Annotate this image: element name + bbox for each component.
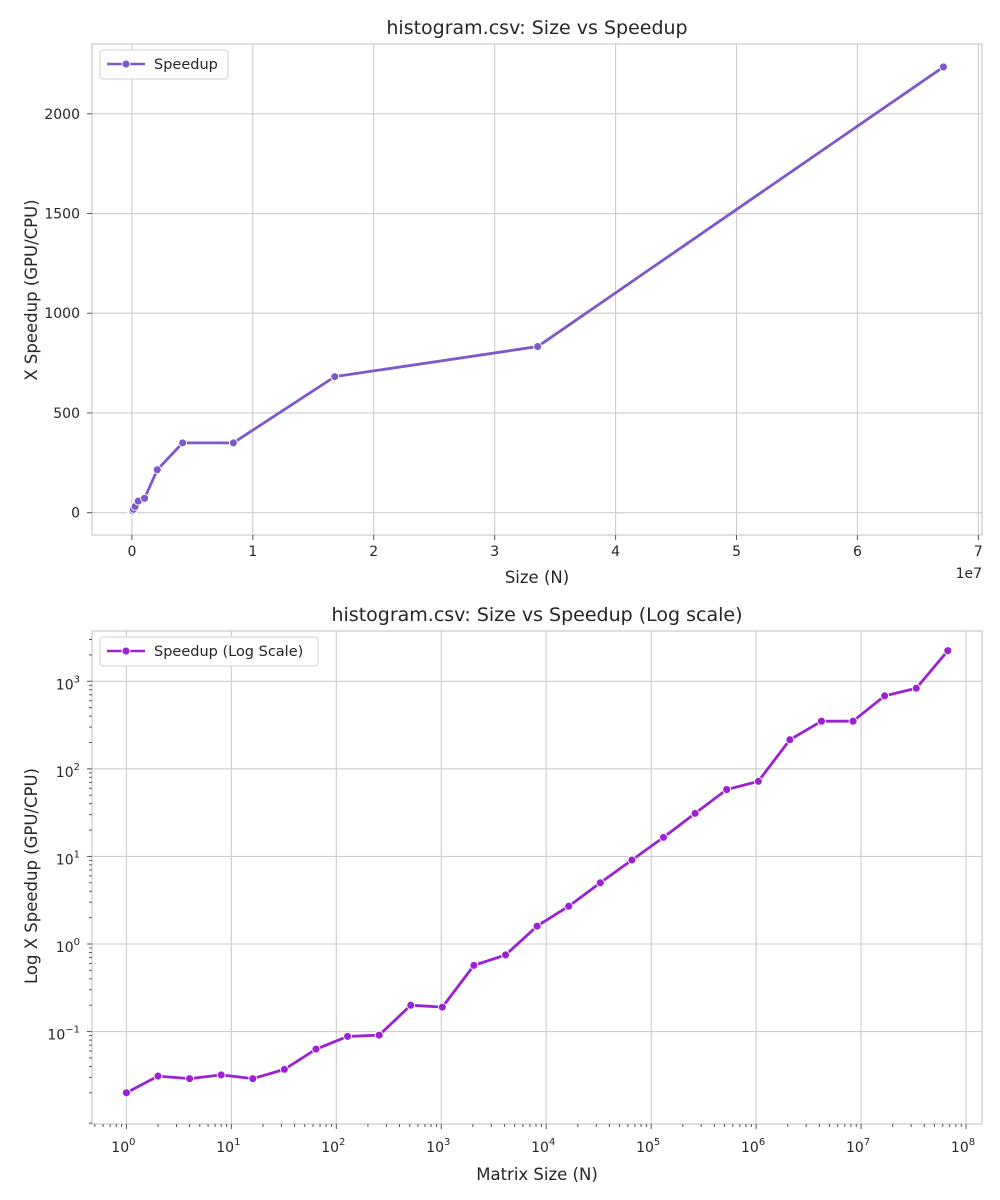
log-data-point — [501, 950, 510, 960]
log-data-point — [880, 691, 890, 701]
log-data-point — [311, 1044, 321, 1054]
log-data-point — [437, 1002, 447, 1012]
linear-chart-title: histogram.csv: Size vs Speedup — [386, 17, 687, 39]
linear-y-tick-label: 1500 — [44, 207, 80, 223]
linear-legend-marker — [121, 59, 131, 69]
log-data-point — [153, 1071, 163, 1081]
log-x-axis-label: Matrix Size (N) — [476, 1165, 598, 1184]
log-plot-frame — [91, 630, 983, 1125]
linear-data-point — [533, 342, 543, 351]
linear-y-tick-label: 2000 — [44, 107, 80, 123]
linear-data-point — [178, 438, 188, 448]
chart-linear: 0 1 2 3 4 5 6 7 0 500 1000 1500 2000 histogram.csv:… — [22, 17, 983, 587]
log-legend: Speedup (Log Scale) — [99, 636, 319, 667]
linear-data-point — [228, 438, 238, 448]
log-data-point — [121, 1088, 131, 1098]
linear-y-tick-label: 0 — [71, 506, 80, 522]
log-data-point — [248, 1074, 258, 1084]
log-data-point — [659, 832, 668, 842]
linear-y-ticks: 0 500 1000 1500 2000 — [44, 107, 92, 522]
log-legend-marker — [121, 646, 131, 656]
log-data-point — [785, 735, 795, 745]
linear-x-tick-label: 2 — [369, 544, 378, 560]
log-y-tick-label: 100 — [56, 937, 80, 956]
log-data-point — [343, 1031, 353, 1041]
linear-data-point — [140, 493, 150, 503]
log-data-point — [216, 1070, 226, 1080]
log-data-point — [532, 921, 542, 931]
log-series — [121, 646, 953, 1098]
log-data-point — [564, 901, 574, 911]
log-y-tick-label: 101 — [56, 849, 80, 868]
log-x-tick-label: 106 — [741, 1137, 765, 1156]
linear-plot-frame — [91, 43, 983, 536]
linear-data-point — [330, 372, 340, 382]
log-x-tick-label: 102 — [321, 1137, 345, 1156]
linear-legend-label: Speedup — [154, 57, 218, 73]
linear-data-point — [152, 465, 162, 475]
log-data-point — [469, 960, 479, 970]
log-legend-box — [99, 636, 319, 667]
linear-x-tick-label: 6 — [853, 544, 862, 560]
log-data-point — [943, 646, 953, 656]
log-x-tick-label: 101 — [216, 1137, 240, 1156]
log-x-tick-label: 107 — [846, 1137, 870, 1156]
log-y-ticks: 10−1 100 101 102 103 — [47, 638, 92, 1124]
log-legend-label: Speedup (Log Scale) — [154, 644, 303, 660]
log-y-tick-label: 103 — [56, 674, 80, 693]
linear-x-tick-label: 3 — [490, 544, 499, 560]
log-x-ticks: 100 101 102 103 104 105 106 107 108 — [94, 1124, 975, 1156]
linear-y-tick-label: 500 — [53, 406, 80, 422]
linear-x-offset-label: 1e7 — [956, 566, 982, 582]
linear-legend: Speedup — [99, 49, 229, 80]
linear-x-tick-label: 7 — [974, 544, 983, 560]
log-y-tick-label: 10−1 — [47, 1025, 80, 1044]
log-data-point — [911, 683, 921, 693]
log-x-tick-label: 103 — [426, 1137, 450, 1156]
log-data-point — [848, 716, 858, 726]
log-grid — [92, 631, 982, 1124]
log-data-point — [627, 855, 637, 865]
linear-data-point — [938, 62, 948, 72]
linear-x-tick-label: 0 — [127, 544, 136, 560]
log-data-point — [406, 1000, 416, 1010]
log-x-tick-label: 105 — [636, 1137, 660, 1156]
log-data-point — [722, 785, 732, 795]
log-data-point — [595, 878, 605, 888]
log-data-point — [753, 776, 763, 786]
linear-legend-box — [99, 49, 229, 80]
linear-grid — [92, 44, 982, 535]
log-data-point — [374, 1030, 384, 1040]
log-x-tick-label: 108 — [951, 1137, 975, 1156]
log-x-tick-label: 100 — [111, 1137, 135, 1156]
chart-log: 100 101 102 103 104 105 106 107 108 10−110010110… — [22, 604, 983, 1184]
log-data-point — [817, 716, 826, 726]
linear-y-tick-label: 1000 — [44, 306, 80, 322]
log-data-point — [185, 1074, 195, 1084]
linear-series — [127, 62, 948, 518]
log-y-tick-label: 102 — [56, 762, 80, 781]
linear-x-tick-label: 4 — [611, 544, 620, 560]
log-data-point — [279, 1064, 289, 1074]
linear-x-axis-label: Size (N) — [505, 568, 569, 587]
linear-x-tick-label: 5 — [732, 544, 741, 560]
linear-y-axis-label: X Speedup (GPU/CPU) — [22, 199, 41, 380]
log-y-axis-label: Log X Speedup (GPU/CPU) — [22, 768, 41, 984]
log-x-tick-label: 104 — [531, 1137, 555, 1156]
linear-x-tick-label: 1 — [248, 544, 257, 560]
linear-x-ticks: 0 1 2 3 4 5 6 7 — [127, 535, 983, 560]
log-chart-title: histogram.csv: Size vs Speedup (Log scal… — [331, 604, 742, 626]
log-data-point — [690, 808, 700, 818]
